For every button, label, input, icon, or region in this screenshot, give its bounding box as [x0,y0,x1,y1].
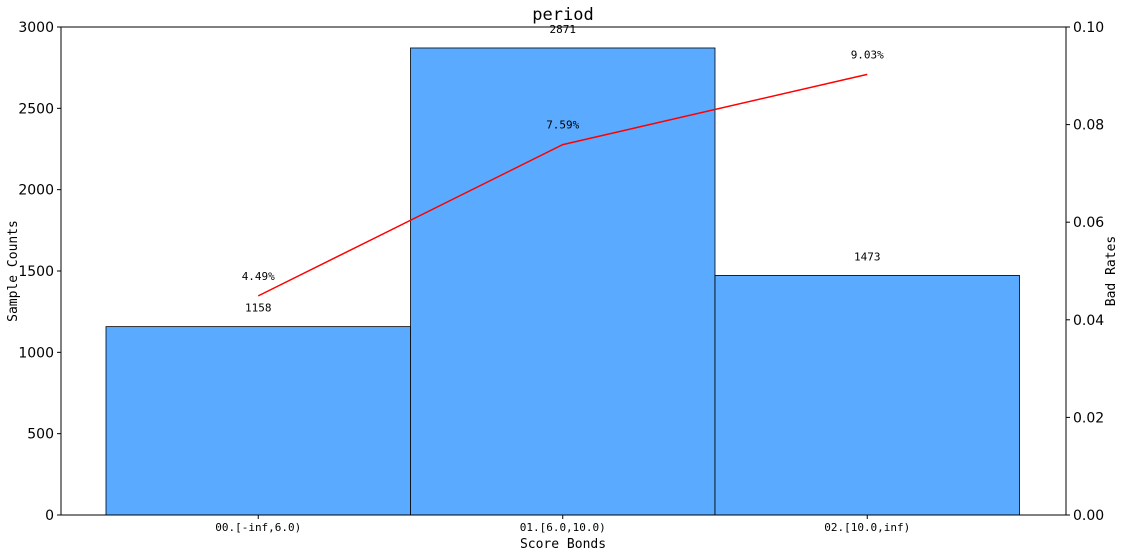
bad-rate-value-label: 4.49% [242,270,275,283]
x-tick-label: 00.[-inf,6.0) [215,521,301,534]
left-axis-ticks: 0 500 1000 1500 2000 2500 3000 [18,20,61,524]
x-tick-label: 02.[10.0,inf) [824,521,910,534]
y-tick-label: 1000 [18,345,54,361]
bars [105,47,1020,516]
x-tick-label: 01.[6.0,10.0) [520,521,606,534]
bar-labels: 1158 2871 1473 [245,23,881,315]
bad-rate-line-path [257,73,868,297]
bar-value-label: 1158 [245,302,272,315]
bar [410,47,716,516]
chart-title: period [532,5,593,25]
bar [714,274,1020,516]
bad-rate-line [257,73,868,297]
bar [105,326,411,516]
y2-tick-label: 0.02 [1073,410,1104,426]
y2-axis-label: Bad Rates [1104,236,1119,306]
bad-rate-value-label: 7.59% [546,119,579,132]
y2-tick-label: 0.06 [1073,215,1104,231]
y2-tick-label: 0.08 [1073,118,1104,134]
bar-value-label: 2871 [550,23,577,36]
y2-tick-label: 0.04 [1073,313,1104,329]
x-axis-ticks: 00.[-inf,6.0) 01.[6.0,10.0) 02.[10.0,inf) [215,515,910,534]
bad-rate-labels: 4.49% 7.59% 9.03% [242,48,884,283]
y2-tick-label: 0.00 [1073,508,1104,524]
bad-rate-value-label: 9.03% [851,48,884,61]
y-tick-label: 0 [45,508,54,524]
y2-tick-label: 0.10 [1073,20,1104,36]
y-tick-label: 3000 [18,20,54,36]
y-tick-label: 1500 [18,264,54,280]
y-tick-label: 500 [27,427,54,443]
bar-value-label: 1473 [854,250,881,263]
y-axis-label: Sample Counts [6,220,21,322]
x-axis-label: Score Bonds [520,537,606,552]
y-tick-label: 2500 [18,101,54,117]
y-tick-label: 2000 [18,183,54,199]
right-axis-ticks: 0.00 0.02 0.04 0.06 0.08 0.10 [1066,20,1104,524]
